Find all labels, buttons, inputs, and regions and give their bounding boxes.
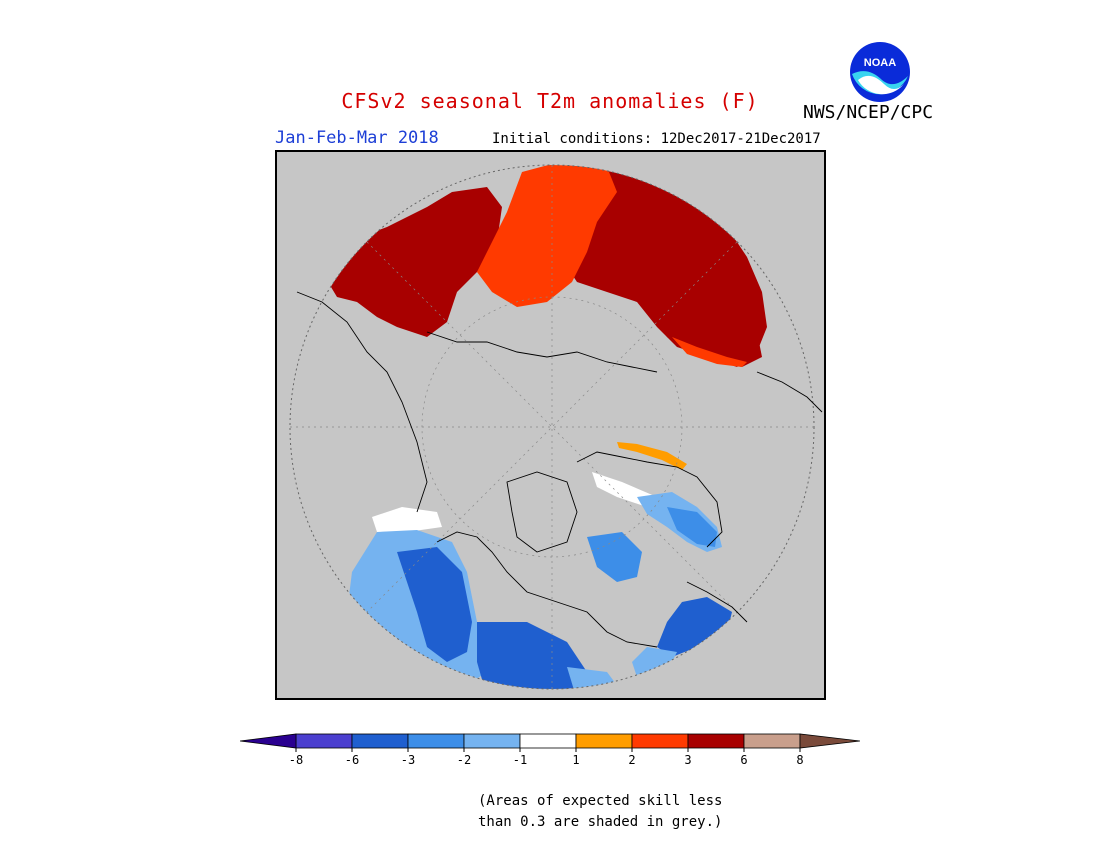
legend-swatch (295, 733, 353, 749)
legend-swatch (519, 733, 577, 749)
legend-swatch (743, 733, 801, 749)
legend-tick-label: -1 (513, 753, 527, 767)
legend-swatch (351, 733, 409, 749)
skill-note-line1: (Areas of expected skill less (478, 793, 723, 809)
legend-tick-label: 3 (684, 753, 691, 767)
hot-edge-scandinavia (672, 337, 747, 367)
anomaly-field (322, 165, 767, 689)
cold-anomaly-us-south (567, 667, 622, 689)
legend-tick-label: 6 (740, 753, 747, 767)
legend-tick-label: -2 (457, 753, 471, 767)
color-legend: -8 -6 -3 -2 -1 1 2 3 6 8 (240, 733, 860, 767)
warm-anomaly-eurasia-west (322, 187, 502, 337)
legend-tick-label: -6 (345, 753, 359, 767)
legend-swatch (463, 733, 521, 749)
skill-note: (Areas of expected skill less than 0.3 a… (478, 791, 722, 833)
legend-swatch (687, 733, 745, 749)
legend-swatches (295, 733, 801, 749)
agency-label: NWS/NCEP/CPC (803, 102, 934, 123)
cold-anomaly-east-canada (657, 597, 732, 657)
legend-swatch (631, 733, 689, 749)
coastlines (296, 291, 823, 648)
legend-swatch (407, 733, 465, 749)
legend-tick-labels: -8 -6 -3 -2 -1 1 2 3 6 8 (289, 748, 804, 767)
skill-note-line2: than 0.3 are shaded in grey.) (478, 814, 723, 830)
alaska-band (617, 442, 687, 470)
cold-anomaly-alaska-deep (667, 507, 717, 547)
legend-tick-label: -8 (289, 753, 303, 767)
cold-anomaly-europe-white (372, 507, 442, 532)
polar-map (275, 150, 826, 700)
legend-low-arrow (240, 733, 297, 749)
legend-tick-label: -3 (401, 753, 415, 767)
legend-tick-label: 8 (796, 753, 803, 767)
cold-anomaly-canada (477, 622, 587, 689)
legend-high-arrow (799, 733, 860, 749)
cold-anomaly-greenland (587, 532, 642, 582)
noaa-logo: NOAA (850, 42, 910, 102)
legend-tick-label: 2 (628, 753, 635, 767)
cold-anomaly-europe-deep (397, 547, 472, 662)
initial-conditions-label: Initial conditions: 12Dec2017-21Dec2017 (492, 131, 821, 147)
map-title: CFSv2 seasonal T2m anomalies (F) (341, 89, 759, 113)
svg-text:NOAA: NOAA (864, 57, 896, 69)
season-label: Jan-Feb-Mar 2018 (275, 128, 439, 148)
hot-anomaly-siberia (477, 165, 617, 307)
hot-anomaly-scandinavia (652, 302, 762, 367)
legend-swatch (575, 733, 633, 749)
legend-tick-label: 1 (572, 753, 579, 767)
polar-map-canvas (277, 152, 824, 698)
